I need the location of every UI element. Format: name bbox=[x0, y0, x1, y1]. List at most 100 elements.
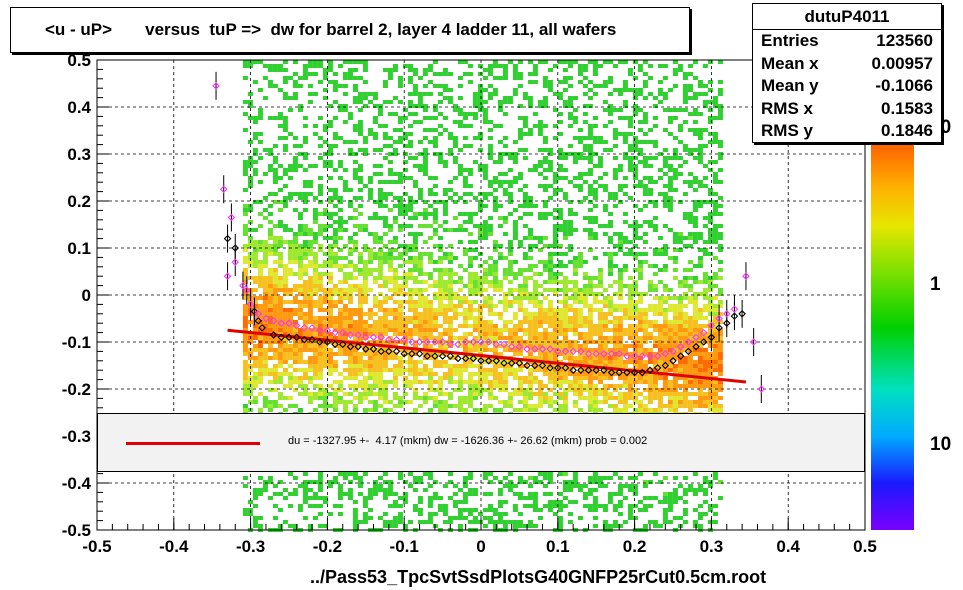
heatmap-cell bbox=[417, 272, 423, 276]
heatmap-cell bbox=[387, 240, 393, 244]
heatmap-cell bbox=[242, 60, 248, 64]
heatmap-cell bbox=[537, 332, 543, 336]
heatmap-cell bbox=[592, 296, 598, 300]
heatmap-cell bbox=[567, 288, 573, 292]
heatmap-cell bbox=[347, 68, 353, 72]
heatmap-cell bbox=[402, 328, 408, 332]
heatmap-cell bbox=[537, 164, 543, 168]
heatmap-cell bbox=[327, 352, 333, 356]
heatmap-cell bbox=[617, 384, 623, 388]
heatmap-cell bbox=[352, 288, 358, 292]
heatmap-cell bbox=[297, 308, 303, 312]
heatmap-cell bbox=[602, 508, 608, 512]
heatmap-cell bbox=[267, 380, 273, 384]
heatmap-cell bbox=[632, 220, 638, 224]
heatmap-cell bbox=[317, 364, 323, 368]
heatmap-cell bbox=[327, 304, 333, 308]
heatmap-cell bbox=[387, 320, 393, 324]
heatmap-cell bbox=[262, 360, 268, 364]
heatmap-cell bbox=[587, 376, 593, 380]
heatmap-cell bbox=[632, 236, 638, 240]
heatmap-cell bbox=[417, 164, 423, 168]
heatmap-cell bbox=[502, 336, 508, 340]
heatmap-cell bbox=[537, 212, 543, 216]
heatmap-cell bbox=[402, 272, 408, 276]
heatmap-cell bbox=[667, 164, 673, 168]
heatmap-cell bbox=[472, 488, 478, 492]
heatmap-cell bbox=[272, 300, 278, 304]
heatmap-cell bbox=[662, 520, 668, 524]
heatmap-cell bbox=[307, 100, 313, 104]
heatmap-cell bbox=[497, 512, 503, 516]
heatmap-cell bbox=[402, 384, 408, 388]
heatmap-cell bbox=[392, 240, 398, 244]
heatmap-cell bbox=[592, 376, 598, 380]
heatmap-cell bbox=[537, 272, 543, 276]
heatmap-cell bbox=[367, 388, 373, 392]
heatmap-cell bbox=[587, 316, 593, 320]
heatmap-cell bbox=[377, 380, 383, 384]
heatmap-cell bbox=[452, 104, 458, 108]
heatmap-cell bbox=[482, 68, 488, 72]
heatmap-cell bbox=[402, 344, 408, 348]
heatmap-cell bbox=[662, 200, 668, 204]
heatmap-cell bbox=[352, 516, 358, 520]
heatmap-cell bbox=[632, 108, 638, 112]
heatmap-cell bbox=[287, 228, 293, 232]
heatmap-cell bbox=[422, 364, 428, 368]
heatmap-cell bbox=[447, 256, 453, 260]
heatmap-cell bbox=[637, 400, 643, 404]
heatmap-cell bbox=[412, 164, 418, 168]
heatmap-cell bbox=[567, 372, 573, 376]
heatmap-cell bbox=[507, 480, 513, 484]
heatmap-cell bbox=[592, 332, 598, 336]
heatmap-cell bbox=[297, 104, 303, 108]
heatmap-cell bbox=[577, 488, 583, 492]
heatmap-cell bbox=[542, 100, 548, 104]
heatmap-cell bbox=[547, 340, 553, 344]
heatmap-cell bbox=[397, 496, 403, 500]
heatmap-cell bbox=[592, 84, 598, 88]
heatmap-cell bbox=[282, 76, 288, 80]
heatmap-cell bbox=[447, 320, 453, 324]
heatmap-cell bbox=[317, 308, 323, 312]
heatmap-cell bbox=[407, 248, 413, 252]
heatmap-cell bbox=[657, 64, 663, 68]
heatmap-cell bbox=[382, 232, 388, 236]
heatmap-cell bbox=[292, 320, 298, 324]
heatmap-cell bbox=[347, 308, 353, 312]
heatmap-cell bbox=[492, 264, 498, 268]
heatmap-cell bbox=[352, 276, 358, 280]
heatmap-cell bbox=[532, 476, 538, 480]
heatmap-cell bbox=[252, 520, 258, 524]
heatmap-cell bbox=[327, 360, 333, 364]
heatmap-cell bbox=[557, 216, 563, 220]
heatmap-cell bbox=[642, 316, 648, 320]
heatmap-cell bbox=[582, 356, 588, 360]
heatmap-cell bbox=[332, 144, 338, 148]
heatmap-cell bbox=[292, 328, 298, 332]
heatmap-cell bbox=[382, 68, 388, 72]
heatmap-cell bbox=[437, 292, 443, 296]
heatmap-cell bbox=[457, 280, 463, 284]
heatmap-cell bbox=[307, 320, 313, 324]
heatmap-cell bbox=[467, 388, 473, 392]
heatmap-cell bbox=[352, 60, 358, 64]
heatmap-cell bbox=[427, 236, 433, 240]
heatmap-cell bbox=[327, 64, 333, 68]
heatmap-cell bbox=[397, 300, 403, 304]
heatmap-cell bbox=[652, 304, 658, 308]
heatmap-cell bbox=[582, 112, 588, 116]
heatmap-cell bbox=[347, 260, 353, 264]
heatmap-cell bbox=[457, 60, 463, 64]
heatmap-cell bbox=[557, 244, 563, 248]
heatmap-cell bbox=[332, 232, 338, 236]
heatmap-cell bbox=[272, 236, 278, 240]
heatmap-cell bbox=[572, 372, 578, 376]
heatmap-cell bbox=[427, 260, 433, 264]
heatmap-cell bbox=[637, 360, 643, 364]
heatmap-cell bbox=[577, 264, 583, 268]
heatmap-cell bbox=[537, 352, 543, 356]
heatmap-cell bbox=[562, 488, 568, 492]
heatmap-cell bbox=[567, 232, 573, 236]
